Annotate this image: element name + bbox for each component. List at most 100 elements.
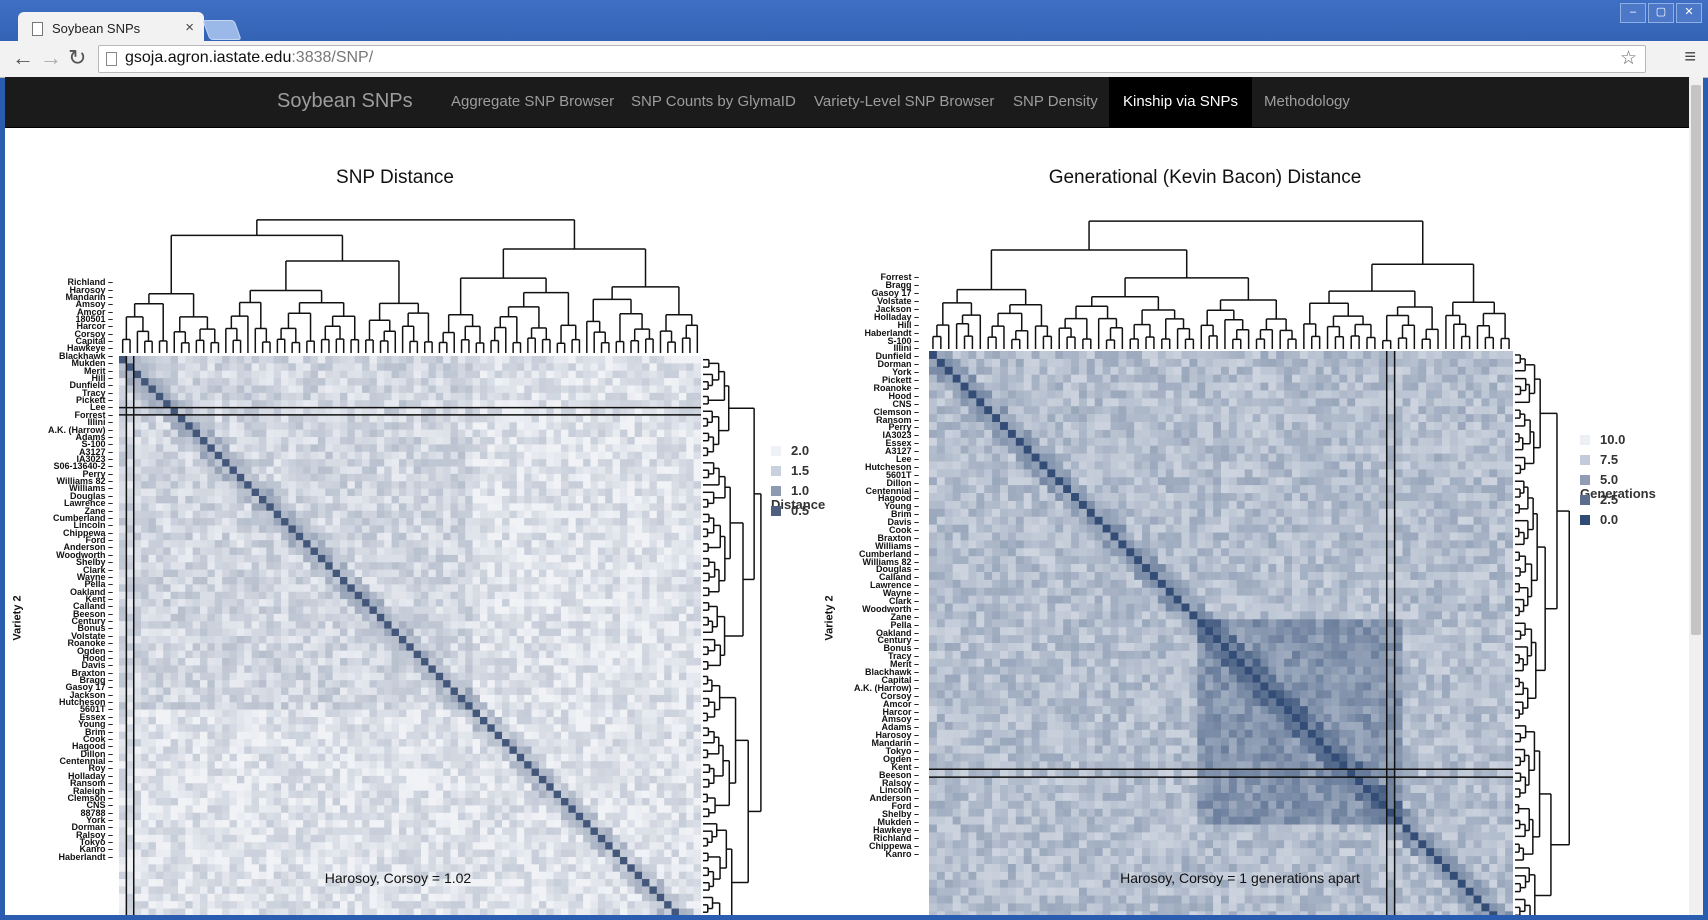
heatmap-cell[interactable] bbox=[413, 658, 422, 666]
heatmap-cell[interactable] bbox=[310, 356, 319, 364]
heatmap-cell[interactable] bbox=[281, 628, 289, 637]
heatmap-cell[interactable] bbox=[494, 577, 503, 585]
heatmap-cell[interactable] bbox=[428, 429, 437, 438]
heatmap-cell[interactable] bbox=[524, 407, 532, 416]
heatmap-cell[interactable] bbox=[133, 503, 142, 512]
heatmap-cell[interactable] bbox=[200, 628, 208, 637]
heatmap-cell[interactable] bbox=[222, 731, 230, 740]
heatmap-cell[interactable] bbox=[531, 635, 540, 644]
heatmap-cell[interactable] bbox=[413, 599, 422, 607]
heatmap-cell[interactable] bbox=[450, 643, 459, 651]
heatmap-cell[interactable] bbox=[524, 672, 532, 681]
heatmap-cell[interactable] bbox=[273, 400, 282, 408]
heatmap-cell[interactable] bbox=[200, 599, 208, 607]
heatmap-cell[interactable] bbox=[295, 694, 304, 703]
heatmap-cell[interactable] bbox=[398, 466, 407, 475]
heatmap-cell[interactable] bbox=[634, 473, 643, 482]
heatmap-cell[interactable] bbox=[398, 554, 407, 563]
heatmap-cell[interactable] bbox=[303, 709, 311, 718]
heatmap-cell[interactable] bbox=[332, 356, 341, 364]
heatmap-cell[interactable] bbox=[362, 761, 370, 769]
heatmap-cell[interactable] bbox=[443, 790, 451, 799]
heatmap-cell[interactable] bbox=[155, 775, 164, 784]
heatmap-cell[interactable] bbox=[369, 363, 378, 372]
heatmap-cell[interactable] bbox=[207, 444, 216, 453]
heatmap-cell[interactable] bbox=[295, 510, 304, 519]
heatmap-cell[interactable] bbox=[295, 687, 304, 696]
heatmap-cell[interactable] bbox=[443, 495, 451, 504]
heatmap-cell[interactable] bbox=[546, 687, 554, 696]
heatmap-cell[interactable] bbox=[119, 665, 127, 674]
heatmap-cell[interactable] bbox=[597, 628, 606, 637]
heatmap-cell[interactable] bbox=[406, 554, 414, 563]
heatmap-cell[interactable] bbox=[671, 363, 680, 372]
heatmap-cell[interactable] bbox=[619, 613, 628, 622]
heatmap-cell[interactable] bbox=[384, 643, 392, 651]
heatmap-cell[interactable] bbox=[502, 739, 510, 747]
heatmap-cell[interactable] bbox=[597, 518, 606, 526]
heatmap-cell[interactable] bbox=[398, 488, 407, 497]
heatmap-cell[interactable] bbox=[516, 672, 525, 681]
heatmap-cell[interactable] bbox=[119, 606, 127, 615]
heatmap-cell[interactable] bbox=[177, 451, 186, 460]
heatmap-cell[interactable] bbox=[362, 621, 370, 629]
heatmap-cell[interactable] bbox=[671, 495, 680, 504]
heatmap-cell[interactable] bbox=[642, 488, 650, 497]
heatmap-cell[interactable] bbox=[553, 569, 562, 578]
heatmap-cell[interactable] bbox=[347, 702, 356, 710]
heatmap-cell[interactable] bbox=[185, 783, 193, 791]
heatmap-cell[interactable] bbox=[502, 473, 510, 482]
heatmap-cell[interactable] bbox=[553, 739, 562, 747]
heatmap-cell[interactable] bbox=[406, 356, 414, 364]
heatmap-cell[interactable] bbox=[192, 503, 201, 512]
heatmap-cell[interactable] bbox=[288, 672, 297, 681]
heatmap-cell[interactable] bbox=[450, 378, 459, 386]
heatmap-cell[interactable] bbox=[502, 694, 510, 703]
heatmap-cell[interactable] bbox=[148, 400, 157, 408]
heatmap-cell[interactable] bbox=[340, 488, 348, 497]
heatmap-cell[interactable] bbox=[472, 385, 481, 394]
heatmap-cell[interactable] bbox=[258, 473, 267, 482]
heatmap-cell[interactable] bbox=[494, 775, 503, 784]
heatmap-cell[interactable] bbox=[634, 775, 643, 784]
heatmap-cell[interactable] bbox=[354, 488, 363, 497]
heatmap-cell[interactable] bbox=[340, 518, 348, 526]
heatmap-cell[interactable] bbox=[502, 621, 510, 629]
heatmap-cell[interactable] bbox=[266, 518, 275, 526]
heatmap-cell[interactable] bbox=[465, 599, 473, 607]
heatmap-cell[interactable] bbox=[295, 768, 304, 777]
heatmap-cell[interactable] bbox=[406, 518, 414, 526]
heatmap-cell[interactable] bbox=[354, 783, 363, 791]
heatmap-cell[interactable] bbox=[686, 466, 694, 475]
heatmap-cell[interactable] bbox=[664, 422, 672, 430]
heatmap-cell[interactable] bbox=[457, 451, 466, 460]
heatmap-cell[interactable] bbox=[656, 650, 665, 659]
heatmap-cell[interactable] bbox=[170, 716, 179, 725]
heatmap-cell[interactable] bbox=[170, 532, 179, 541]
heatmap-cell[interactable] bbox=[502, 400, 510, 408]
heatmap-cell[interactable] bbox=[612, 473, 621, 482]
heatmap-cell[interactable] bbox=[126, 658, 135, 666]
heatmap-cell[interactable] bbox=[693, 746, 701, 755]
heatmap-cell[interactable] bbox=[435, 356, 444, 364]
heatmap-cell[interactable] bbox=[546, 569, 554, 578]
heatmap-cell[interactable] bbox=[671, 768, 680, 777]
heatmap-cell[interactable] bbox=[133, 716, 142, 725]
heatmap-cell[interactable] bbox=[435, 385, 444, 394]
heatmap-cell[interactable] bbox=[303, 363, 311, 372]
heatmap-cell[interactable] bbox=[561, 790, 569, 799]
heatmap-cell[interactable] bbox=[509, 569, 518, 578]
heatmap-cell[interactable] bbox=[590, 694, 599, 703]
heatmap-cell[interactable] bbox=[384, 650, 392, 659]
heatmap-cell[interactable] bbox=[362, 569, 370, 578]
heatmap-cell[interactable] bbox=[516, 775, 525, 784]
heatmap-cell[interactable] bbox=[546, 775, 554, 784]
heatmap-cell[interactable] bbox=[192, 599, 201, 607]
heatmap-cell[interactable] bbox=[222, 716, 230, 725]
heatmap-cell[interactable] bbox=[317, 783, 326, 791]
heatmap-cell[interactable] bbox=[457, 414, 466, 423]
heatmap-cell[interactable] bbox=[627, 540, 635, 548]
heatmap-cell[interactable] bbox=[133, 532, 142, 541]
heatmap-cell[interactable] bbox=[678, 407, 687, 416]
heatmap-cell[interactable] bbox=[649, 606, 658, 615]
